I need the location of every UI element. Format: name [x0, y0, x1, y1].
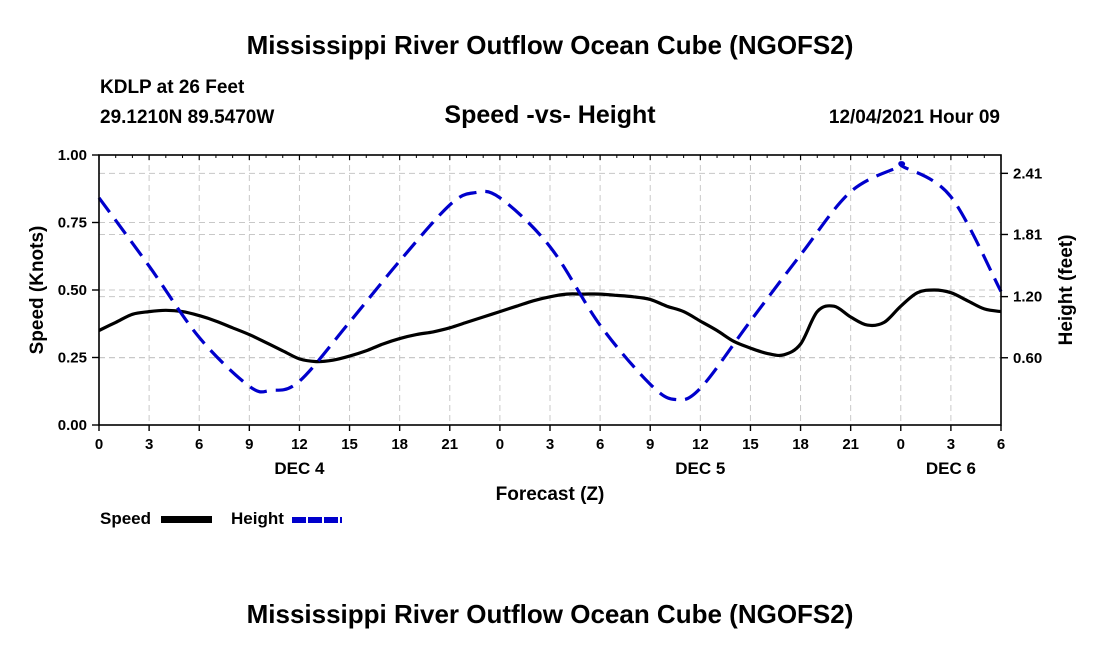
x-tick-label: 3	[145, 436, 153, 453]
x-tick-label: 6	[596, 436, 604, 453]
station-label: KDLP at 26 Feet	[100, 77, 245, 98]
y2-axis-label: Height (feet)	[1056, 235, 1077, 346]
chart-subtitle: Speed -vs- Height	[444, 101, 656, 129]
y-tick-label: 0.00	[58, 417, 87, 434]
x-tick-label: 9	[245, 436, 253, 453]
x-tick-label: 6	[997, 436, 1005, 453]
x-tick-label: 18	[792, 436, 809, 453]
series-layer	[97, 161, 1003, 402]
x-tick-label: 18	[391, 436, 408, 453]
y-tick-label: 0.75	[58, 215, 87, 232]
footer-title: Mississippi River Outflow Ocean Cube (NG…	[246, 599, 854, 629]
x-tick-label: 15	[341, 436, 358, 453]
date-label: DEC 4	[274, 459, 325, 478]
x-tick-label: 12	[291, 436, 308, 453]
x-tick-label: 6	[195, 436, 203, 453]
run-time: 12/04/2021 Hour 09	[828, 107, 1000, 128]
axes: 0 3 6 9 12 15 18 21 0 3 6 9 12 15 18 21 0 3 6 DEC 4 DEC 5 DEC…	[58, 147, 1042, 478]
y2-tick-label: 2.41	[1013, 165, 1042, 182]
date-label: DEC 5	[675, 459, 725, 478]
y-tick-label: 0.25	[58, 350, 87, 367]
y-tick-label: 1.00	[58, 147, 87, 164]
y2-tick-label: 1.20	[1013, 289, 1042, 306]
station-coords: 29.1210N 89.5470W	[100, 107, 275, 128]
date-label: DEC 6	[926, 459, 976, 478]
speed-height-chart: 0 3 6 9 12 15 18 21 0 3 6 9 12 15 18 21 0 3 6 DEC 4 DEC 5 DEC…	[27, 147, 1077, 505]
legend-height-swatch	[292, 517, 342, 523]
y2-tick-label: 1.81	[1013, 226, 1042, 243]
chart-title: Mississippi River Outflow Ocean Cube (NG…	[246, 30, 854, 60]
x-tick-label: 0	[496, 436, 504, 453]
legend-speed-swatch	[161, 516, 212, 523]
x-tick-label: 3	[947, 436, 955, 453]
x-tick-label: 0	[95, 436, 103, 453]
x-tick-label: 0	[897, 436, 905, 453]
y-axis-label: Speed (Knots)	[27, 226, 48, 355]
x-tick-label: 21	[842, 436, 859, 453]
x-tick-label: 12	[692, 436, 709, 453]
x-tick-label: 9	[646, 436, 654, 453]
x-tick-label: 21	[441, 436, 458, 453]
y-tick-label: 0.50	[58, 282, 87, 299]
x-tick-label: 3	[546, 436, 554, 453]
grid-lines	[99, 155, 1001, 425]
speed-series-line	[98, 288, 1002, 364]
height-series-line	[97, 161, 1003, 402]
legend-speed-label: Speed	[100, 509, 152, 528]
legend-height-label: Height	[231, 509, 284, 528]
x-tick-label: 15	[742, 436, 759, 453]
y2-tick-label: 0.60	[1013, 350, 1042, 367]
x-axis-label: Forecast (Z)	[496, 484, 605, 505]
